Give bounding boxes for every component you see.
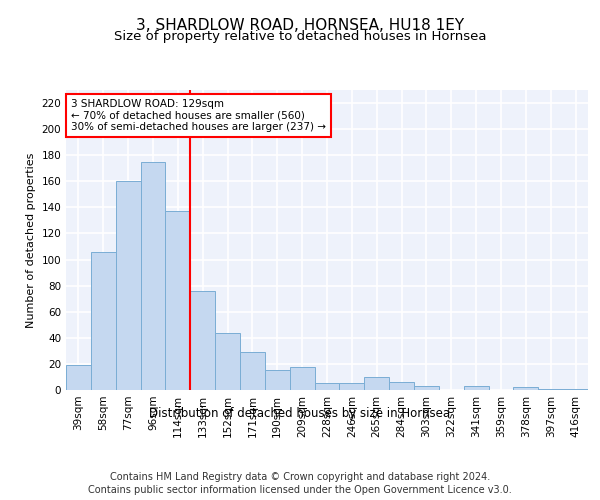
Text: Contains public sector information licensed under the Open Government Licence v3: Contains public sector information licen… xyxy=(88,485,512,495)
Y-axis label: Number of detached properties: Number of detached properties xyxy=(26,152,36,328)
Bar xyxy=(240,352,265,390)
Text: 3 SHARDLOW ROAD: 129sqm
← 70% of detached houses are smaller (560)
30% of semi-d: 3 SHARDLOW ROAD: 129sqm ← 70% of detache… xyxy=(71,99,326,132)
Text: Contains HM Land Registry data © Crown copyright and database right 2024.: Contains HM Land Registry data © Crown c… xyxy=(110,472,490,482)
Bar xyxy=(166,212,190,390)
Bar xyxy=(314,384,340,390)
Bar xyxy=(538,388,563,390)
Bar xyxy=(91,252,116,390)
Bar xyxy=(389,382,414,390)
Bar xyxy=(290,366,314,390)
Bar xyxy=(514,388,538,390)
Bar xyxy=(364,377,389,390)
Text: Size of property relative to detached houses in Hornsea: Size of property relative to detached ho… xyxy=(114,30,486,43)
Bar xyxy=(340,384,364,390)
Bar xyxy=(116,182,140,390)
Bar xyxy=(464,386,488,390)
Bar xyxy=(414,386,439,390)
Bar xyxy=(66,365,91,390)
Bar xyxy=(563,388,588,390)
Text: Distribution of detached houses by size in Hornsea: Distribution of detached houses by size … xyxy=(149,408,451,420)
Text: 3, SHARDLOW ROAD, HORNSEA, HU18 1EY: 3, SHARDLOW ROAD, HORNSEA, HU18 1EY xyxy=(136,18,464,32)
Bar xyxy=(265,370,290,390)
Bar xyxy=(215,332,240,390)
Bar xyxy=(140,162,166,390)
Bar xyxy=(190,291,215,390)
